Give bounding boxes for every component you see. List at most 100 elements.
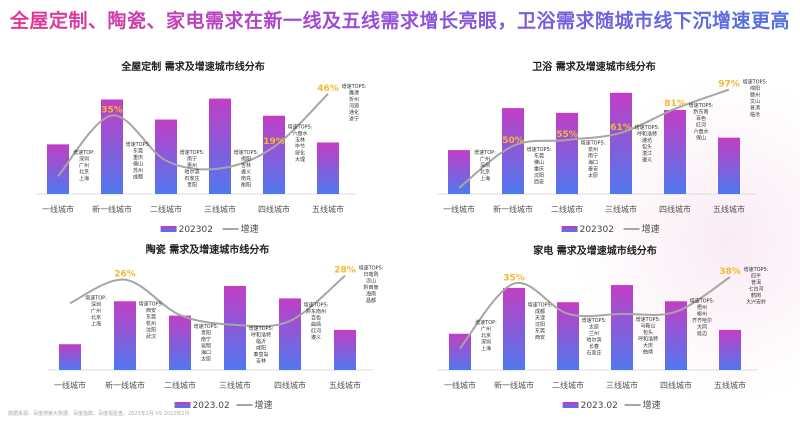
annotation-city: 潍坊	[642, 137, 652, 144]
annotation-heading: 增速TOP5:	[581, 139, 606, 146]
annotation-city: 黔东南	[693, 109, 708, 116]
bar-四线城市	[665, 301, 687, 370]
annotation-city: 黔西南	[363, 284, 378, 291]
annotation-city: 保山	[696, 135, 706, 142]
annotation-heading: 增速TOP5:	[743, 79, 768, 86]
bar-新一线城市	[101, 99, 123, 194]
annotation-city: 武汉	[146, 333, 156, 340]
x-tick-label: 一线城市	[54, 380, 86, 390]
annotation-city: 秦皇岛	[253, 351, 268, 358]
annotation-city: 重庆	[133, 154, 143, 161]
growth-line	[458, 88, 730, 189]
annotation-city: 泰安	[588, 165, 598, 172]
annotation-city: 吉林	[256, 358, 266, 365]
annotation-city: 六盘水	[693, 128, 708, 135]
annotation-heading: 增速TOP5:	[744, 266, 769, 273]
growth-label: 19%	[263, 137, 285, 147]
annotation-heading: 增速TOP5:	[304, 301, 329, 308]
growth-label: 35%	[503, 274, 525, 284]
growth-line	[69, 274, 346, 328]
annotation-heading: 增速TOP:	[475, 319, 497, 326]
bar-五线城市	[317, 142, 339, 194]
x-tick-label: 二线城市	[164, 380, 196, 390]
annotation-city: 百色	[696, 115, 706, 122]
annotation-city: 吉林	[241, 162, 251, 169]
annotation-city: 广州	[481, 326, 491, 333]
growth-label: 81%	[664, 99, 686, 109]
annotation-city: 苏州	[133, 167, 143, 174]
legend-bar-label: 2023.02	[193, 401, 230, 411]
annotation-city: 泉州	[588, 146, 598, 153]
annotation-city: 包头	[643, 329, 653, 336]
annotation-city: 红河	[696, 122, 706, 129]
annotation-city: 石家庄	[586, 349, 601, 356]
legend-bar-label: 202302	[580, 225, 614, 235]
annotation-city: 凉山	[366, 278, 376, 285]
chart-title: 卫浴 需求及增速城市线分布	[532, 60, 655, 73]
bar-三线城市	[224, 286, 246, 370]
x-tick-label: 一线城市	[42, 204, 74, 214]
chart-whole-house-custom: 全屋定制 需求及增速城市线分布 一线城市 新一线城市 二线城市 三线城市 四线城市 五线城市…	[30, 52, 410, 237]
growth-label: 26%	[114, 270, 136, 280]
x-tick-label: 二线城市	[551, 204, 583, 214]
x-tick-label: 二线城市	[552, 380, 584, 390]
annotation-city: 上海	[480, 175, 490, 182]
bar-二线城市	[557, 302, 579, 370]
annotation-city: 大兴安岭	[746, 299, 766, 306]
annotation-city: 广州	[480, 156, 490, 163]
annotation-city: 海南	[366, 291, 376, 298]
annotation-city: 临沂	[256, 338, 266, 345]
growth-label: 61%	[610, 123, 632, 133]
annotation-city: 齐齐哈尔	[692, 317, 712, 324]
x-tick-label: 三线城市	[219, 380, 251, 390]
annotation-heading: 增速TOP5:	[635, 124, 660, 131]
annotation-city: 深圳	[480, 162, 490, 169]
annotation-city: 上海	[91, 320, 101, 327]
annotation-city: 长春	[589, 343, 599, 350]
annotation-city: 玉林	[295, 136, 305, 143]
annotation-city: 东莞	[133, 148, 143, 155]
annotation-heading: 增速TOP5:	[194, 323, 219, 330]
bar-四线城市	[279, 298, 301, 370]
annotation-city: 海口	[201, 349, 211, 356]
annotation-heading: 增速TOP5:	[636, 316, 661, 323]
growth-line	[459, 276, 731, 350]
bar-新一线城市	[114, 301, 136, 370]
legend-bar-label: 2023.02	[581, 401, 618, 411]
annotation-city: 重庆	[534, 166, 544, 173]
annotation-city: 大理	[295, 156, 305, 163]
bar-新一线城市	[502, 108, 524, 194]
bar-一线城市	[59, 344, 81, 370]
legend-bar-swatch	[562, 402, 579, 408]
bar-五线城市	[719, 329, 741, 370]
annotation-city: 四平	[751, 274, 761, 280]
annotation-city: 毕节	[295, 143, 305, 150]
annotation-heading: 增速TOP5:	[689, 102, 714, 109]
annotation-heading: 增速TOP5:	[528, 302, 553, 309]
annotation-city: 成都	[133, 174, 143, 181]
x-tick-label: 三线城市	[204, 204, 236, 214]
annotation-city: 深圳	[481, 339, 491, 346]
annotation-city: 绥化	[295, 149, 305, 156]
bar-五线城市	[334, 329, 356, 370]
legend-line-label: 增速	[643, 399, 661, 411]
annotation-city: 河源	[349, 102, 359, 109]
annotation-city: 忻州	[349, 96, 359, 103]
annotation-city: 普洱	[750, 105, 760, 112]
